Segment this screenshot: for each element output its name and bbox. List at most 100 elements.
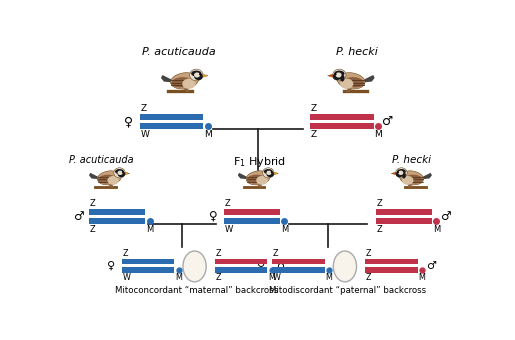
- Text: M: M: [433, 225, 440, 234]
- Ellipse shape: [97, 171, 122, 185]
- Bar: [365, 267, 418, 273]
- Bar: [365, 259, 418, 264]
- Ellipse shape: [397, 169, 406, 174]
- Polygon shape: [203, 74, 208, 77]
- Ellipse shape: [122, 171, 124, 173]
- Bar: [224, 209, 280, 215]
- Ellipse shape: [256, 176, 268, 185]
- Text: M: M: [281, 225, 288, 234]
- Polygon shape: [328, 74, 333, 77]
- Text: M: M: [175, 273, 182, 282]
- Ellipse shape: [402, 172, 406, 178]
- Ellipse shape: [108, 176, 119, 185]
- Polygon shape: [365, 75, 375, 82]
- Text: Z: Z: [273, 249, 278, 258]
- Polygon shape: [125, 172, 130, 175]
- Text: M: M: [325, 273, 333, 282]
- Text: M: M: [204, 130, 212, 139]
- Text: ♀: ♀: [107, 261, 115, 271]
- Ellipse shape: [191, 71, 201, 76]
- Ellipse shape: [398, 171, 403, 175]
- Ellipse shape: [117, 171, 123, 175]
- Bar: [140, 123, 203, 129]
- Ellipse shape: [333, 69, 346, 81]
- Ellipse shape: [263, 168, 274, 178]
- Text: Z: Z: [225, 199, 231, 208]
- Text: M: M: [146, 225, 153, 234]
- Text: W: W: [140, 130, 149, 139]
- Ellipse shape: [246, 171, 270, 185]
- Polygon shape: [391, 172, 396, 175]
- Text: Z: Z: [90, 199, 96, 208]
- Ellipse shape: [271, 171, 272, 173]
- Text: W: W: [273, 273, 281, 282]
- Text: M: M: [374, 130, 382, 139]
- Bar: [310, 123, 373, 129]
- Text: W: W: [225, 225, 233, 234]
- Ellipse shape: [199, 73, 201, 75]
- Ellipse shape: [98, 175, 116, 184]
- Bar: [215, 267, 267, 273]
- Bar: [140, 114, 203, 120]
- Ellipse shape: [266, 171, 274, 177]
- Text: Mitoconcordant “maternal” backcross: Mitoconcordant “maternal” backcross: [114, 286, 278, 295]
- Text: ♂: ♂: [440, 210, 451, 223]
- Bar: [272, 259, 325, 264]
- Ellipse shape: [396, 171, 403, 177]
- Ellipse shape: [115, 169, 124, 174]
- Bar: [89, 209, 145, 215]
- Bar: [310, 114, 373, 120]
- Ellipse shape: [247, 175, 265, 184]
- Ellipse shape: [182, 79, 196, 89]
- Text: M: M: [419, 273, 425, 282]
- Bar: [272, 267, 325, 273]
- Text: F$_1$ Hybrid: F$_1$ Hybrid: [233, 155, 286, 169]
- Ellipse shape: [333, 251, 356, 282]
- Bar: [215, 259, 267, 264]
- Ellipse shape: [340, 79, 353, 89]
- Ellipse shape: [170, 73, 198, 89]
- Ellipse shape: [114, 168, 125, 178]
- Ellipse shape: [117, 171, 125, 177]
- Ellipse shape: [171, 77, 192, 87]
- Text: M: M: [268, 273, 275, 282]
- Ellipse shape: [194, 72, 200, 78]
- Text: Z: Z: [215, 249, 221, 258]
- Ellipse shape: [336, 72, 341, 78]
- Ellipse shape: [337, 73, 365, 89]
- Text: Z: Z: [90, 225, 96, 234]
- Ellipse shape: [334, 71, 345, 76]
- Ellipse shape: [340, 74, 345, 82]
- Text: ♂: ♂: [276, 261, 286, 271]
- Polygon shape: [423, 173, 432, 179]
- Text: Mitodiscordant “paternal” backcross: Mitodiscordant “paternal” backcross: [269, 286, 426, 295]
- Ellipse shape: [405, 175, 423, 184]
- Text: Z: Z: [123, 249, 128, 258]
- Polygon shape: [161, 75, 171, 82]
- Text: ♀: ♀: [209, 210, 217, 223]
- Polygon shape: [89, 173, 98, 179]
- Ellipse shape: [194, 73, 203, 80]
- Polygon shape: [238, 173, 247, 179]
- Text: Z: Z: [311, 104, 317, 113]
- Bar: [376, 209, 432, 215]
- Text: Z: Z: [366, 273, 371, 282]
- Text: Z: Z: [376, 199, 383, 208]
- Text: Z: Z: [366, 249, 371, 258]
- Ellipse shape: [398, 171, 399, 173]
- Text: W: W: [123, 273, 130, 282]
- Bar: [122, 259, 175, 264]
- Ellipse shape: [335, 73, 337, 75]
- Ellipse shape: [190, 69, 203, 81]
- Text: Z: Z: [376, 225, 383, 234]
- Bar: [122, 267, 175, 273]
- Text: Z: Z: [215, 273, 221, 282]
- Ellipse shape: [264, 169, 273, 174]
- Ellipse shape: [344, 77, 364, 87]
- Ellipse shape: [183, 251, 206, 282]
- Text: Z: Z: [311, 130, 317, 139]
- Text: ♀: ♀: [124, 115, 133, 128]
- Text: Z: Z: [140, 104, 146, 113]
- Text: ♂: ♂: [426, 261, 436, 271]
- Bar: [224, 218, 280, 224]
